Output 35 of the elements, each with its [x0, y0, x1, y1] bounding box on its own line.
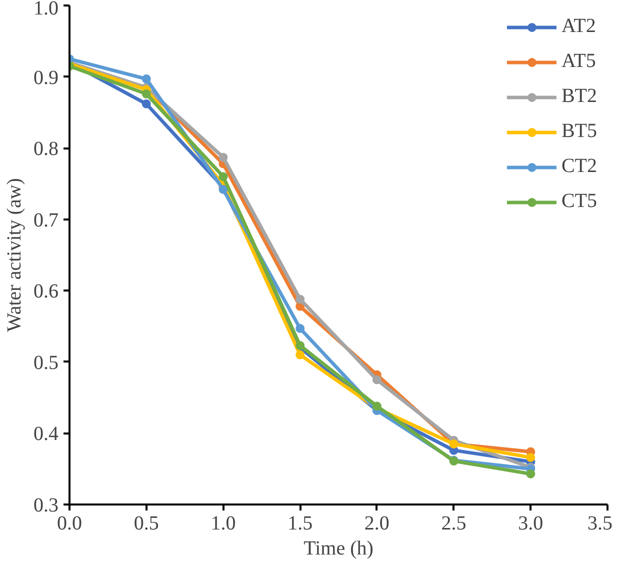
point [142, 89, 151, 98]
point [296, 324, 305, 333]
point [142, 74, 151, 84]
x-tick-label: 1.0 [210, 512, 236, 534]
y-tick-label: 0.7 [34, 209, 58, 232]
legend-label: AT5 [561, 50, 596, 73]
x-tick-label: 3.5 [588, 512, 612, 534]
y-tick-label: 0.8 [34, 138, 58, 160]
point [142, 99, 151, 108]
legend-label: CT2 [561, 155, 597, 178]
x-axis-title: Time (h) [304, 538, 374, 560]
x-tick-label: 1.5 [288, 512, 313, 534]
y-tick-label: 0.4 [34, 423, 58, 446]
point [526, 452, 536, 462]
x-tick-label: 3.0 [518, 512, 544, 534]
x-tick-label: 2.0 [364, 512, 390, 534]
y-tick-label: 0.6 [34, 280, 58, 303]
legend-label: BT5 [561, 120, 597, 143]
x-tick-label: 0.5 [134, 512, 159, 534]
y-tick-label: 1.0 [34, 0, 58, 20]
y-tick-label: 0.9 [34, 66, 58, 89]
point [218, 172, 228, 182]
x-tick-label: 2.5 [441, 512, 466, 534]
point [526, 469, 536, 478]
legend-label: CT5 [561, 190, 597, 213]
y-axis-title: Water activity (aw) [4, 178, 26, 332]
legend-label: BT2 [561, 85, 597, 108]
x-tick-label: 0.0 [57, 512, 82, 534]
point [372, 375, 382, 384]
point [296, 294, 305, 304]
point [296, 350, 305, 360]
y-tick-label: 0.3 [34, 494, 58, 516]
y-tick-label: 0.5 [34, 352, 58, 374]
legend-label: AT2 [561, 15, 596, 38]
point [218, 152, 228, 162]
